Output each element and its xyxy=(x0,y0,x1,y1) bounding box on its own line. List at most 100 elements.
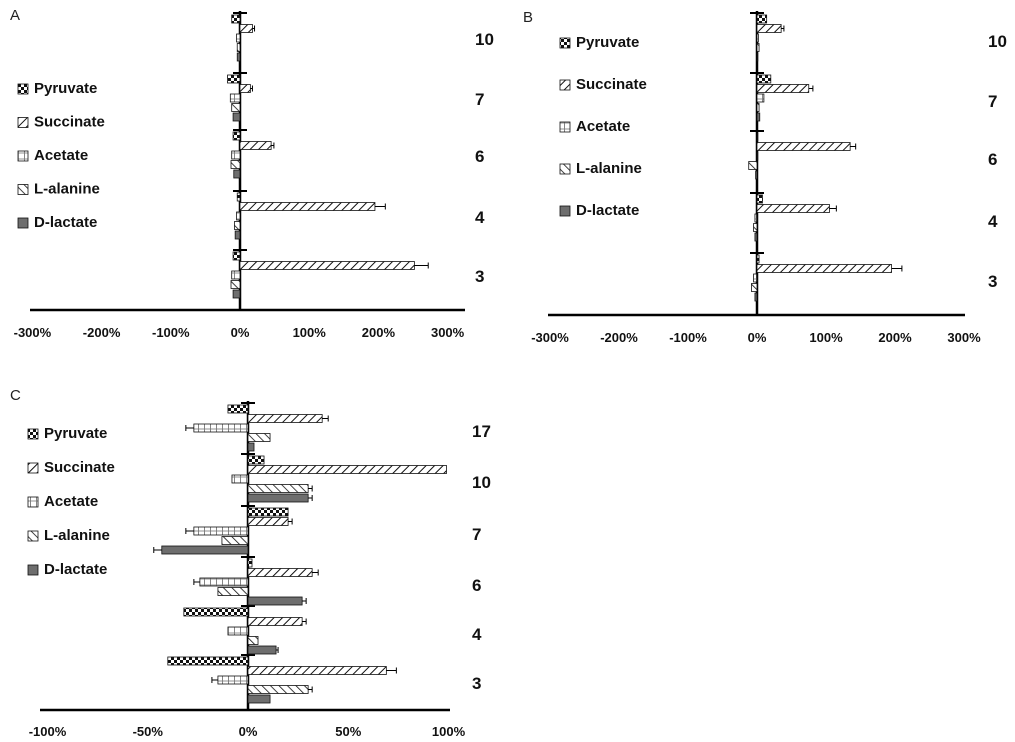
bar-d-lactate xyxy=(232,112,241,122)
category-label: 10 xyxy=(475,30,494,49)
bar-succinate xyxy=(239,24,253,33)
bar-acetate xyxy=(231,270,241,280)
bar-acetate xyxy=(231,474,249,484)
legend-swatch-pyruvate xyxy=(17,83,29,95)
bar-succinate xyxy=(247,617,303,626)
bar-succinate xyxy=(756,264,892,273)
bar-acetate xyxy=(231,150,241,160)
x-tick-label: 0% xyxy=(231,325,250,340)
bar-acetate xyxy=(236,33,241,43)
bar-pyruvate xyxy=(232,251,241,261)
bar-d-lactate xyxy=(755,170,758,180)
x-tick-label: -50% xyxy=(133,724,164,739)
legend-label: Succinate xyxy=(44,459,115,476)
bar-acetate xyxy=(236,211,241,221)
panel-letter-c: C xyxy=(10,387,21,404)
legend-swatch-l-alanine xyxy=(559,163,571,175)
panel-b: -300% -200% -100% 0% 100% 200% 300% 10 7 6 4 3 Pyruv… xyxy=(531,11,1007,345)
x-tick-label: 100% xyxy=(432,724,466,739)
category-label: 10 xyxy=(472,473,491,492)
bar-l-alanine xyxy=(756,43,760,52)
bar-succinate xyxy=(247,517,289,526)
category-label: 3 xyxy=(988,272,997,291)
panel-letter-b: B xyxy=(523,9,533,26)
bar-acetate xyxy=(756,93,765,103)
legend-label: Pyruvate xyxy=(34,80,97,97)
bar-d-lactate xyxy=(247,645,277,655)
bar-acetate xyxy=(227,626,249,636)
bar-l-alanine xyxy=(751,283,758,292)
legend-label: L-alanine xyxy=(34,181,100,198)
bar-d-lactate xyxy=(754,292,758,302)
legend-label: L-alanine xyxy=(576,160,642,177)
bar-d-lactate xyxy=(232,289,241,299)
bar-d-lactate xyxy=(247,596,303,606)
bar-d-lactate xyxy=(247,694,271,704)
category-label: 6 xyxy=(475,147,484,166)
x-tick-label: -300% xyxy=(14,325,52,340)
category-label: 10 xyxy=(988,32,1007,51)
legend-swatch-succinate xyxy=(17,117,29,128)
bar-succinate xyxy=(247,666,387,675)
bar-succinate xyxy=(239,84,251,93)
x-tick-label: 200% xyxy=(878,330,912,345)
bar-l-alanine xyxy=(230,160,241,169)
bar-l-alanine xyxy=(236,43,241,52)
bar-d-lactate xyxy=(754,232,758,242)
bar-pyruvate xyxy=(756,132,759,142)
bar-d-lactate xyxy=(234,230,241,240)
bar-pyruvate xyxy=(227,404,249,414)
category-label: 3 xyxy=(475,267,484,286)
bar-l-alanine xyxy=(247,433,271,442)
x-tick-label: 0% xyxy=(748,330,767,345)
bar-l-alanine xyxy=(247,484,309,493)
legend-swatch-l-alanine xyxy=(17,184,29,195)
bar-l-alanine xyxy=(247,685,309,694)
bar-pyruvate xyxy=(231,14,241,24)
legend-label: D-lactate xyxy=(44,561,107,578)
bar-acetate xyxy=(753,273,758,283)
x-tick-label: -100% xyxy=(669,330,707,345)
bar-l-alanine xyxy=(234,221,241,230)
bar-l-alanine xyxy=(753,223,758,232)
category-label: 7 xyxy=(472,525,481,544)
bar-d-lactate xyxy=(233,169,241,179)
x-tick-label: -200% xyxy=(83,325,121,340)
category-label: 4 xyxy=(988,212,998,231)
category-label: 4 xyxy=(472,625,482,644)
bar-succinate xyxy=(239,261,415,270)
bar-l-alanine xyxy=(748,161,758,170)
panel-a: -300% -200% -100% 0% 100% 200% 300% 10 7 6 4 3 Pyruv… xyxy=(14,11,494,340)
bar-succinate xyxy=(239,202,376,211)
legend-label: D-lactate xyxy=(576,202,639,219)
x-tick-label: 300% xyxy=(431,325,465,340)
bar-acetate xyxy=(756,33,759,43)
bar-acetate xyxy=(229,93,241,103)
bar-pyruvate xyxy=(167,656,249,666)
x-tick-label: 50% xyxy=(335,724,361,739)
legend-swatch-acetate xyxy=(17,150,29,162)
bar-pyruvate xyxy=(756,254,760,264)
legend-label: L-alanine xyxy=(44,527,110,544)
bar-pyruvate xyxy=(756,194,763,204)
bar-l-alanine xyxy=(756,103,760,112)
legend-label: Succinate xyxy=(576,76,647,93)
x-tick-label: 100% xyxy=(809,330,843,345)
bar-succinate xyxy=(247,465,447,474)
bar-acetate xyxy=(756,151,759,161)
bar-acetate xyxy=(754,213,758,223)
x-tick-label: 0% xyxy=(239,724,258,739)
legend-label: D-lactate xyxy=(34,214,97,231)
panel-c: -100% -50% 0% 50% 100% 17 10 7 6 4 3 Pyruvate Succin… xyxy=(27,401,491,739)
legend-label: Acetate xyxy=(34,147,88,164)
category-label: 6 xyxy=(988,150,997,169)
legend-swatch-d-lactate xyxy=(559,205,571,217)
bar-pyruvate xyxy=(236,192,241,202)
legend-swatch-l-alanine xyxy=(27,530,39,542)
legend-label: Pyruvate xyxy=(44,425,107,442)
bar-succinate xyxy=(247,568,313,577)
bar-acetate xyxy=(193,526,249,536)
category-label: 7 xyxy=(475,90,484,109)
bar-acetate xyxy=(217,675,249,685)
category-label: 3 xyxy=(472,674,481,693)
